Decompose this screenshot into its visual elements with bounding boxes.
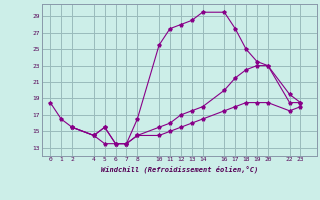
X-axis label: Windchill (Refroidissement éolien,°C): Windchill (Refroidissement éolien,°C) <box>100 165 258 173</box>
